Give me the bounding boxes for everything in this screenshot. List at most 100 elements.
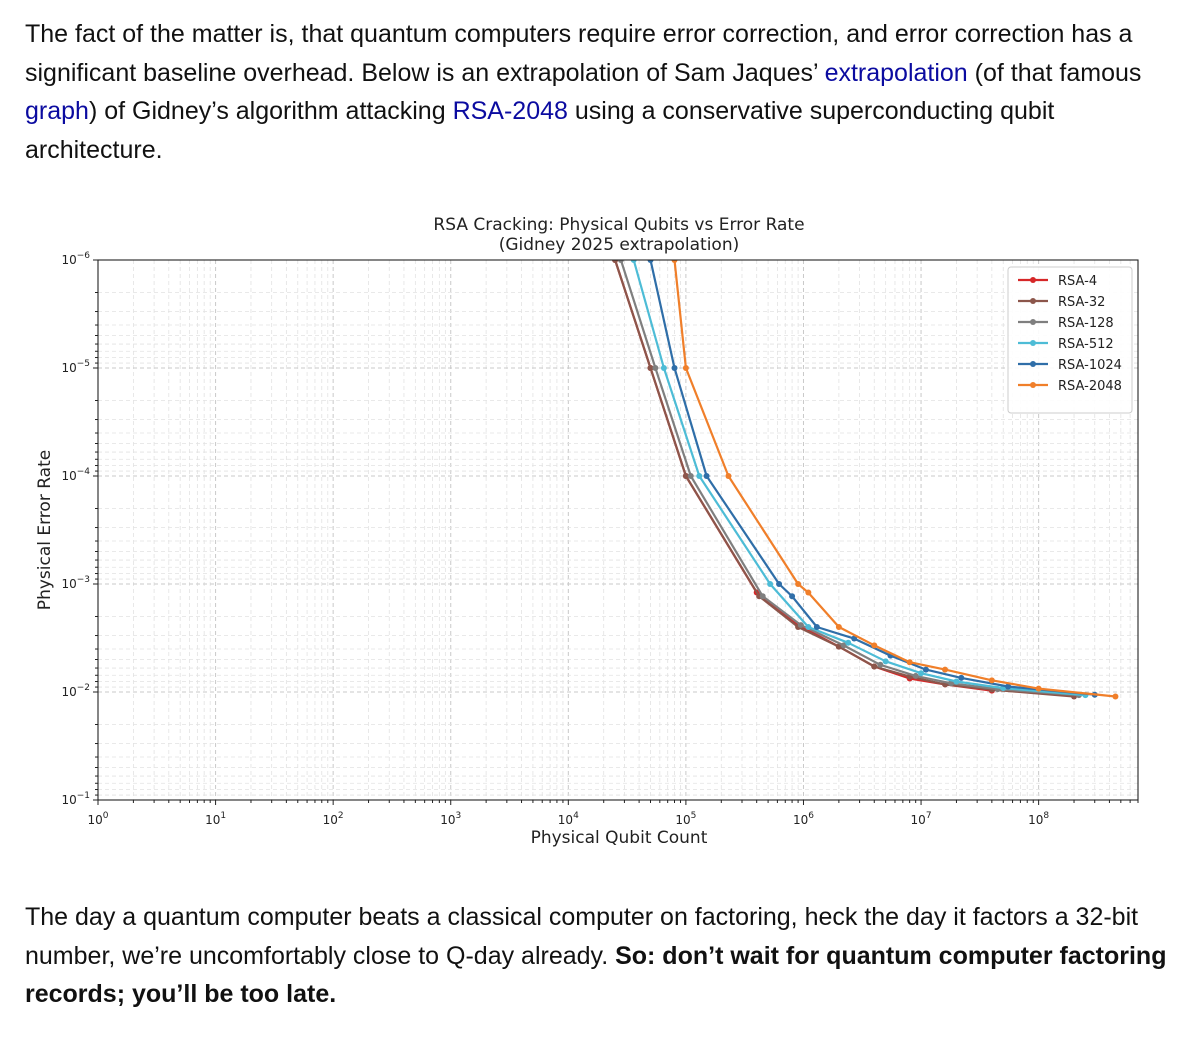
outro-text: The day a quantum computer beats a class… [25, 903, 1139, 970]
y-axis-label: Physical Error Rate [35, 450, 55, 610]
y-tick-label: 10−3 [61, 575, 90, 591]
chart-ticks: 100 101 102 103 104 105 106 107 108 10−6 10−5 10−4 1… [61, 251, 1139, 827]
data-point-rsa-512 [630, 260, 637, 263]
data-point-rsa-128 [840, 642, 847, 649]
outro-bold-text: So: don’t wait for quantum computer fact… [25, 941, 1167, 1009]
rsa-chart: RSA Cracking: Physical Qubits vs Error R… [35, 215, 1139, 848]
intro-text-3: ) of Gidney’s algorithm attacking [88, 97, 453, 125]
data-point-rsa-32 [647, 365, 654, 371]
y-tick-label: 10−2 [61, 683, 90, 699]
graph-link[interactable]: graph [25, 97, 89, 125]
data-point-rsa-128 [652, 365, 659, 371]
chart-grid [97, 259, 1139, 801]
data-point-rsa-2048 [906, 659, 913, 666]
x-tick-label: 107 [911, 811, 932, 827]
legend-marker [1030, 361, 1036, 367]
data-point-rsa-512 [696, 473, 703, 479]
chart-legend: RSA-4 RSA-32 RSA-128 RSA-512 RSA-1024 RSA-204… [1007, 266, 1133, 414]
intro-text-1: The fact of the matter is, that quantum … [25, 20, 1133, 87]
x-tick-label: 105 [675, 811, 696, 827]
data-point-rsa-128 [948, 680, 955, 687]
y-tick-label: 10−6 [61, 251, 90, 267]
data-point-rsa-1024 [958, 674, 965, 681]
data-point-rsa-512 [845, 639, 852, 646]
data-point-rsa-32 [612, 260, 619, 263]
series-line-rsa-2048 [673, 260, 1116, 698]
x-tick-label: 101 [205, 811, 226, 827]
series-line-rsa-1024 [649, 260, 1095, 696]
legend-label: RSA-2048 [1058, 379, 1122, 394]
data-point-rsa-2048 [871, 642, 878, 649]
data-point-rsa-2048 [805, 589, 812, 596]
y-tick-label: 10−5 [61, 359, 90, 375]
data-point-rsa-128 [759, 593, 766, 600]
data-point-rsa-2048 [988, 677, 995, 684]
legend-box [1007, 266, 1133, 414]
legend-marker [1030, 382, 1036, 388]
intro-paragraph: The fact of the matter is, that quantum … [25, 15, 1175, 169]
data-point-rsa-128 [687, 473, 694, 479]
extrapolation-link[interactable]: extrapolation [824, 58, 968, 87]
data-point-rsa-2048 [942, 666, 949, 673]
data-point-rsa-512 [660, 365, 667, 371]
data-point-rsa-1024 [776, 581, 783, 587]
data-point-rsa-512 [882, 658, 889, 665]
legend-marker [1030, 277, 1036, 283]
data-point-rsa-1024 [1005, 683, 1012, 690]
data-point-rsa-32 [682, 473, 689, 479]
intro-text-4: using a conservative superconducting qub… [25, 97, 1055, 164]
legend-label: RSA-32 [1058, 295, 1105, 310]
data-point-rsa-128 [912, 672, 919, 679]
data-point-rsa-1024 [671, 365, 678, 371]
data-point-rsa-1024 [813, 623, 820, 630]
data-point-rsa-32 [835, 643, 842, 650]
series-rsa-2048 [671, 260, 1119, 700]
data-point-rsa-1024 [922, 666, 929, 673]
legend-label: RSA-512 [1058, 337, 1114, 352]
data-point-rsa-128 [797, 622, 804, 629]
data-point-rsa-512 [805, 623, 812, 630]
x-tick-label: 106 [793, 811, 814, 827]
legend-marker [1030, 298, 1036, 304]
data-point-rsa-512 [918, 670, 925, 677]
chart-subtitle: (Gidney 2025 extrapolation) [499, 235, 740, 255]
data-point-rsa-1024 [851, 635, 858, 642]
plot-frame [97, 259, 1139, 801]
data-point-rsa-32 [871, 663, 878, 670]
data-point-rsa-1024 [789, 593, 796, 600]
data-point-rsa-512 [953, 678, 960, 685]
data-point-rsa-1024 [703, 473, 710, 479]
chart-title: RSA Cracking: Physical Qubits vs Error R… [433, 215, 804, 235]
x-tick-label: 100 [87, 811, 108, 827]
x-tick-label: 103 [440, 811, 461, 827]
legend-label: RSA-4 [1058, 274, 1097, 289]
intro-text-2: (of that famous [967, 58, 1142, 87]
data-point-rsa-2048 [671, 260, 678, 263]
data-point-rsa-128 [617, 260, 624, 263]
data-point-rsa-1024 [647, 260, 654, 263]
series-rsa-4 [612, 260, 995, 694]
legend-marker [1030, 340, 1036, 346]
y-tick-label: 10−4 [61, 467, 90, 483]
data-point-rsa-2048 [795, 581, 802, 587]
data-point-rsa-2048 [725, 473, 732, 479]
legend-label: RSA-128 [1058, 316, 1114, 331]
data-point-rsa-512 [767, 581, 774, 587]
data-point-rsa-2048 [1035, 685, 1042, 692]
y-tick-label: 10−1 [61, 791, 90, 807]
x-tick-label: 104 [558, 811, 579, 827]
data-point-rsa-128 [877, 661, 884, 668]
legend-label: RSA-1024 [1058, 358, 1122, 373]
legend-marker [1030, 319, 1036, 325]
x-tick-label: 102 [323, 811, 344, 827]
data-point-rsa-2048 [835, 623, 842, 630]
x-axis-label: Physical Qubit Count [531, 828, 708, 848]
series-rsa-512 [630, 260, 1089, 699]
chart-series-group [612, 260, 1119, 700]
data-point-rsa-2048 [682, 365, 689, 371]
x-tick-label: 108 [1028, 811, 1049, 827]
rsa-2048-link[interactable]: RSA-2048 [452, 97, 568, 125]
series-rsa-128 [617, 260, 1082, 699]
data-point-rsa-2048 [1112, 693, 1119, 700]
outro-paragraph: The day a quantum computer beats a class… [25, 898, 1175, 1014]
